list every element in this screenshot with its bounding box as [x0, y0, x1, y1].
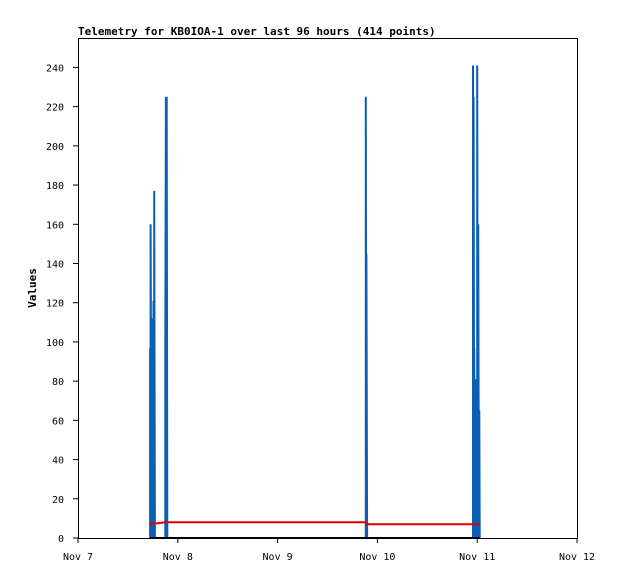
x-tick-label: Nov 8: [163, 552, 193, 563]
y-tick-label: 120: [46, 299, 64, 310]
x-tick-label: Nov 10: [359, 552, 395, 563]
y-tick-label: 140: [46, 259, 64, 270]
x-tick-label: Nov 12: [559, 552, 595, 563]
series-line-1: [149, 65, 481, 539]
y-tick-label: 200: [46, 142, 64, 153]
chart-title: Telemetry for KB0IOA-1 over last 96 hour…: [78, 25, 436, 38]
y-tick-label: 220: [46, 103, 64, 114]
x-tick-label: Nov 9: [263, 552, 293, 563]
y-tick-label: 160: [46, 220, 64, 231]
y-tick-label: 60: [52, 416, 64, 427]
y-tick-label: 180: [46, 181, 64, 192]
series-layer: [149, 65, 481, 539]
y-axis: 0 20 40 60 80 100 120 140 160 180 200 220 240: [46, 63, 78, 545]
x-tick-label: Nov 7: [63, 552, 93, 563]
series-line-2: [149, 521, 480, 526]
x-axis: Nov 7 Nov 8 Nov 9 Nov 10 Nov 11 Nov 12: [63, 538, 595, 563]
x-tick-label: Nov 11: [459, 552, 495, 563]
y-tick-label: 0: [58, 534, 64, 545]
y-tick-label: 100: [46, 338, 64, 349]
y-tick-label: 240: [46, 63, 64, 74]
y-axis-label: Values: [26, 268, 39, 308]
y-tick-label: 20: [52, 495, 64, 506]
y-tick-label: 80: [52, 377, 64, 388]
y-tick-label: 40: [52, 456, 64, 467]
